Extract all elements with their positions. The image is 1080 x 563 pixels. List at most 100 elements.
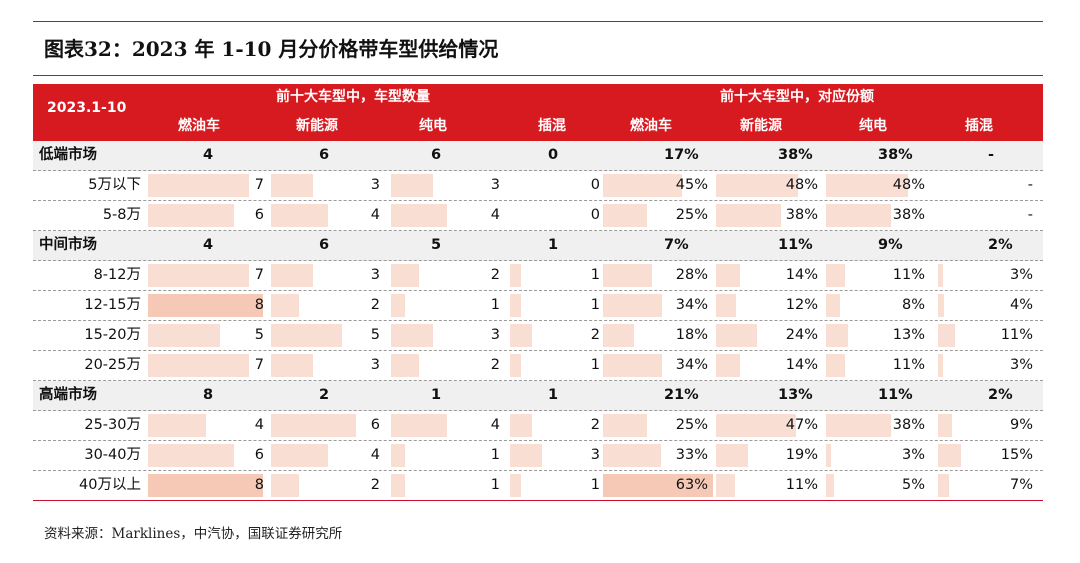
cell-value: 25% bbox=[675, 207, 708, 223]
value-bar bbox=[826, 294, 840, 317]
cell-value: 3% bbox=[1009, 267, 1033, 283]
group-value: 1 bbox=[431, 387, 442, 403]
value-bar bbox=[148, 204, 235, 227]
cell-value: 48% bbox=[785, 177, 818, 193]
cell-value: 2 bbox=[590, 327, 600, 343]
cell-value: 14% bbox=[785, 267, 818, 283]
row-label: 30-40万 bbox=[84, 447, 141, 463]
cell-value: 4 bbox=[370, 207, 380, 223]
value-bar bbox=[271, 444, 328, 467]
value-bar bbox=[510, 264, 521, 287]
table-header: 2023.1-10 前十大车型中，车型数量 前十大车型中，对应份额 燃油车 新能… bbox=[33, 84, 1043, 141]
value-bar bbox=[603, 174, 682, 197]
figure-title: 图表32：2023 年 1-10 月分价格带车型供给情况 bbox=[44, 37, 499, 61]
cell-value: 4 bbox=[490, 417, 500, 433]
value-bar bbox=[510, 474, 521, 497]
table-row: 40万以上 8 2 1 1 63% 11% 5% 7% bbox=[33, 471, 1043, 501]
value-bar bbox=[148, 444, 235, 467]
cell-value: 1 bbox=[590, 297, 600, 313]
value-bar bbox=[826, 174, 908, 197]
cell-value: 4% bbox=[1009, 297, 1033, 313]
cell-value: 38% bbox=[892, 207, 925, 223]
cell-value: 8 bbox=[254, 297, 264, 313]
col-header-ice-count: 燃油车 bbox=[178, 118, 220, 134]
group-value: 4 bbox=[203, 237, 214, 253]
cell-value: 2 bbox=[490, 267, 500, 283]
value-bar bbox=[826, 354, 845, 377]
cell-value: 3 bbox=[590, 447, 600, 463]
col-header-bev-count: 纯电 bbox=[419, 118, 447, 134]
value-bar bbox=[716, 444, 749, 467]
cell-value: 11% bbox=[1000, 327, 1033, 343]
row-label: 25-30万 bbox=[84, 417, 141, 433]
value-bar bbox=[716, 264, 740, 287]
group-value: 8 bbox=[203, 387, 214, 403]
cell-value: 3 bbox=[370, 357, 380, 373]
period-header: 2023.1-10 bbox=[47, 100, 127, 116]
value-bar bbox=[716, 174, 798, 197]
value-bar bbox=[826, 444, 832, 467]
cell-value: 11% bbox=[892, 357, 925, 373]
group-value: 13% bbox=[778, 387, 813, 403]
cell-value: 2 bbox=[490, 357, 500, 373]
table-row: 15-20万 5 5 3 2 18% 24% 13% 11% bbox=[33, 321, 1043, 351]
cell-value: 7% bbox=[1009, 477, 1033, 493]
group-row: 低端市场 4 6 6 0 17% 38% 38% - bbox=[33, 141, 1043, 171]
col-header-phev-share: 插混 bbox=[965, 118, 993, 134]
value-bar bbox=[938, 294, 945, 317]
cell-value: 28% bbox=[675, 267, 708, 283]
table-row: 8-12万 7 3 2 1 28% 14% 11% 3% bbox=[33, 261, 1043, 291]
group-value: 7% bbox=[664, 237, 689, 253]
cell-value: 13% bbox=[892, 327, 925, 343]
value-bar bbox=[603, 474, 713, 497]
value-bar bbox=[826, 264, 845, 287]
value-bar bbox=[510, 354, 521, 377]
col-header-ice-share: 燃油车 bbox=[630, 118, 672, 134]
cell-value: 9% bbox=[1009, 417, 1033, 433]
cell-value: 38% bbox=[785, 207, 818, 223]
row-label: 20-25万 bbox=[84, 357, 141, 373]
group-value: 21% bbox=[664, 387, 699, 403]
table-row: 25-30万 4 6 4 2 25% 47% 38% 9% bbox=[33, 411, 1043, 441]
value-bar bbox=[510, 294, 521, 317]
cell-value: 18% bbox=[675, 327, 708, 343]
value-bar bbox=[938, 444, 961, 467]
value-bar bbox=[391, 204, 447, 227]
cell-value: 0 bbox=[590, 177, 600, 193]
value-bar bbox=[391, 174, 433, 197]
value-bar bbox=[510, 414, 532, 437]
count-group-header: 前十大车型中，车型数量 bbox=[276, 89, 430, 105]
group-value: 11% bbox=[878, 387, 913, 403]
cell-value: 14% bbox=[785, 357, 818, 373]
value-bar bbox=[148, 354, 249, 377]
group-value: 11% bbox=[778, 237, 813, 253]
cell-value: 8 bbox=[254, 477, 264, 493]
cell-value: 1 bbox=[490, 477, 500, 493]
cell-value: 34% bbox=[675, 297, 708, 313]
value-bar bbox=[716, 204, 781, 227]
value-bar bbox=[826, 474, 835, 497]
value-bar bbox=[391, 474, 405, 497]
cell-value: 3% bbox=[1009, 357, 1033, 373]
cell-value: 7 bbox=[254, 267, 264, 283]
value-bar bbox=[148, 414, 206, 437]
group-value: 0 bbox=[548, 147, 559, 163]
value-bar bbox=[826, 204, 891, 227]
group-value: - bbox=[988, 147, 995, 163]
row-label: 5万以下 bbox=[88, 177, 141, 193]
value-bar bbox=[271, 474, 300, 497]
cell-value: 5% bbox=[901, 477, 925, 493]
table-row: 5万以下 7 3 3 0 45% 48% 48% - bbox=[33, 171, 1043, 201]
cell-value: 3 bbox=[370, 177, 380, 193]
cell-value: 6 bbox=[370, 417, 380, 433]
group-value: 1 bbox=[548, 237, 559, 253]
cell-value: 12% bbox=[785, 297, 818, 313]
value-bar bbox=[603, 264, 652, 287]
value-bar bbox=[271, 414, 356, 437]
value-bar bbox=[716, 414, 796, 437]
cell-value: 4 bbox=[254, 417, 264, 433]
cell-value: 24% bbox=[785, 327, 818, 343]
value-bar bbox=[938, 414, 952, 437]
value-bar bbox=[148, 324, 220, 347]
cell-value: 45% bbox=[675, 177, 708, 193]
